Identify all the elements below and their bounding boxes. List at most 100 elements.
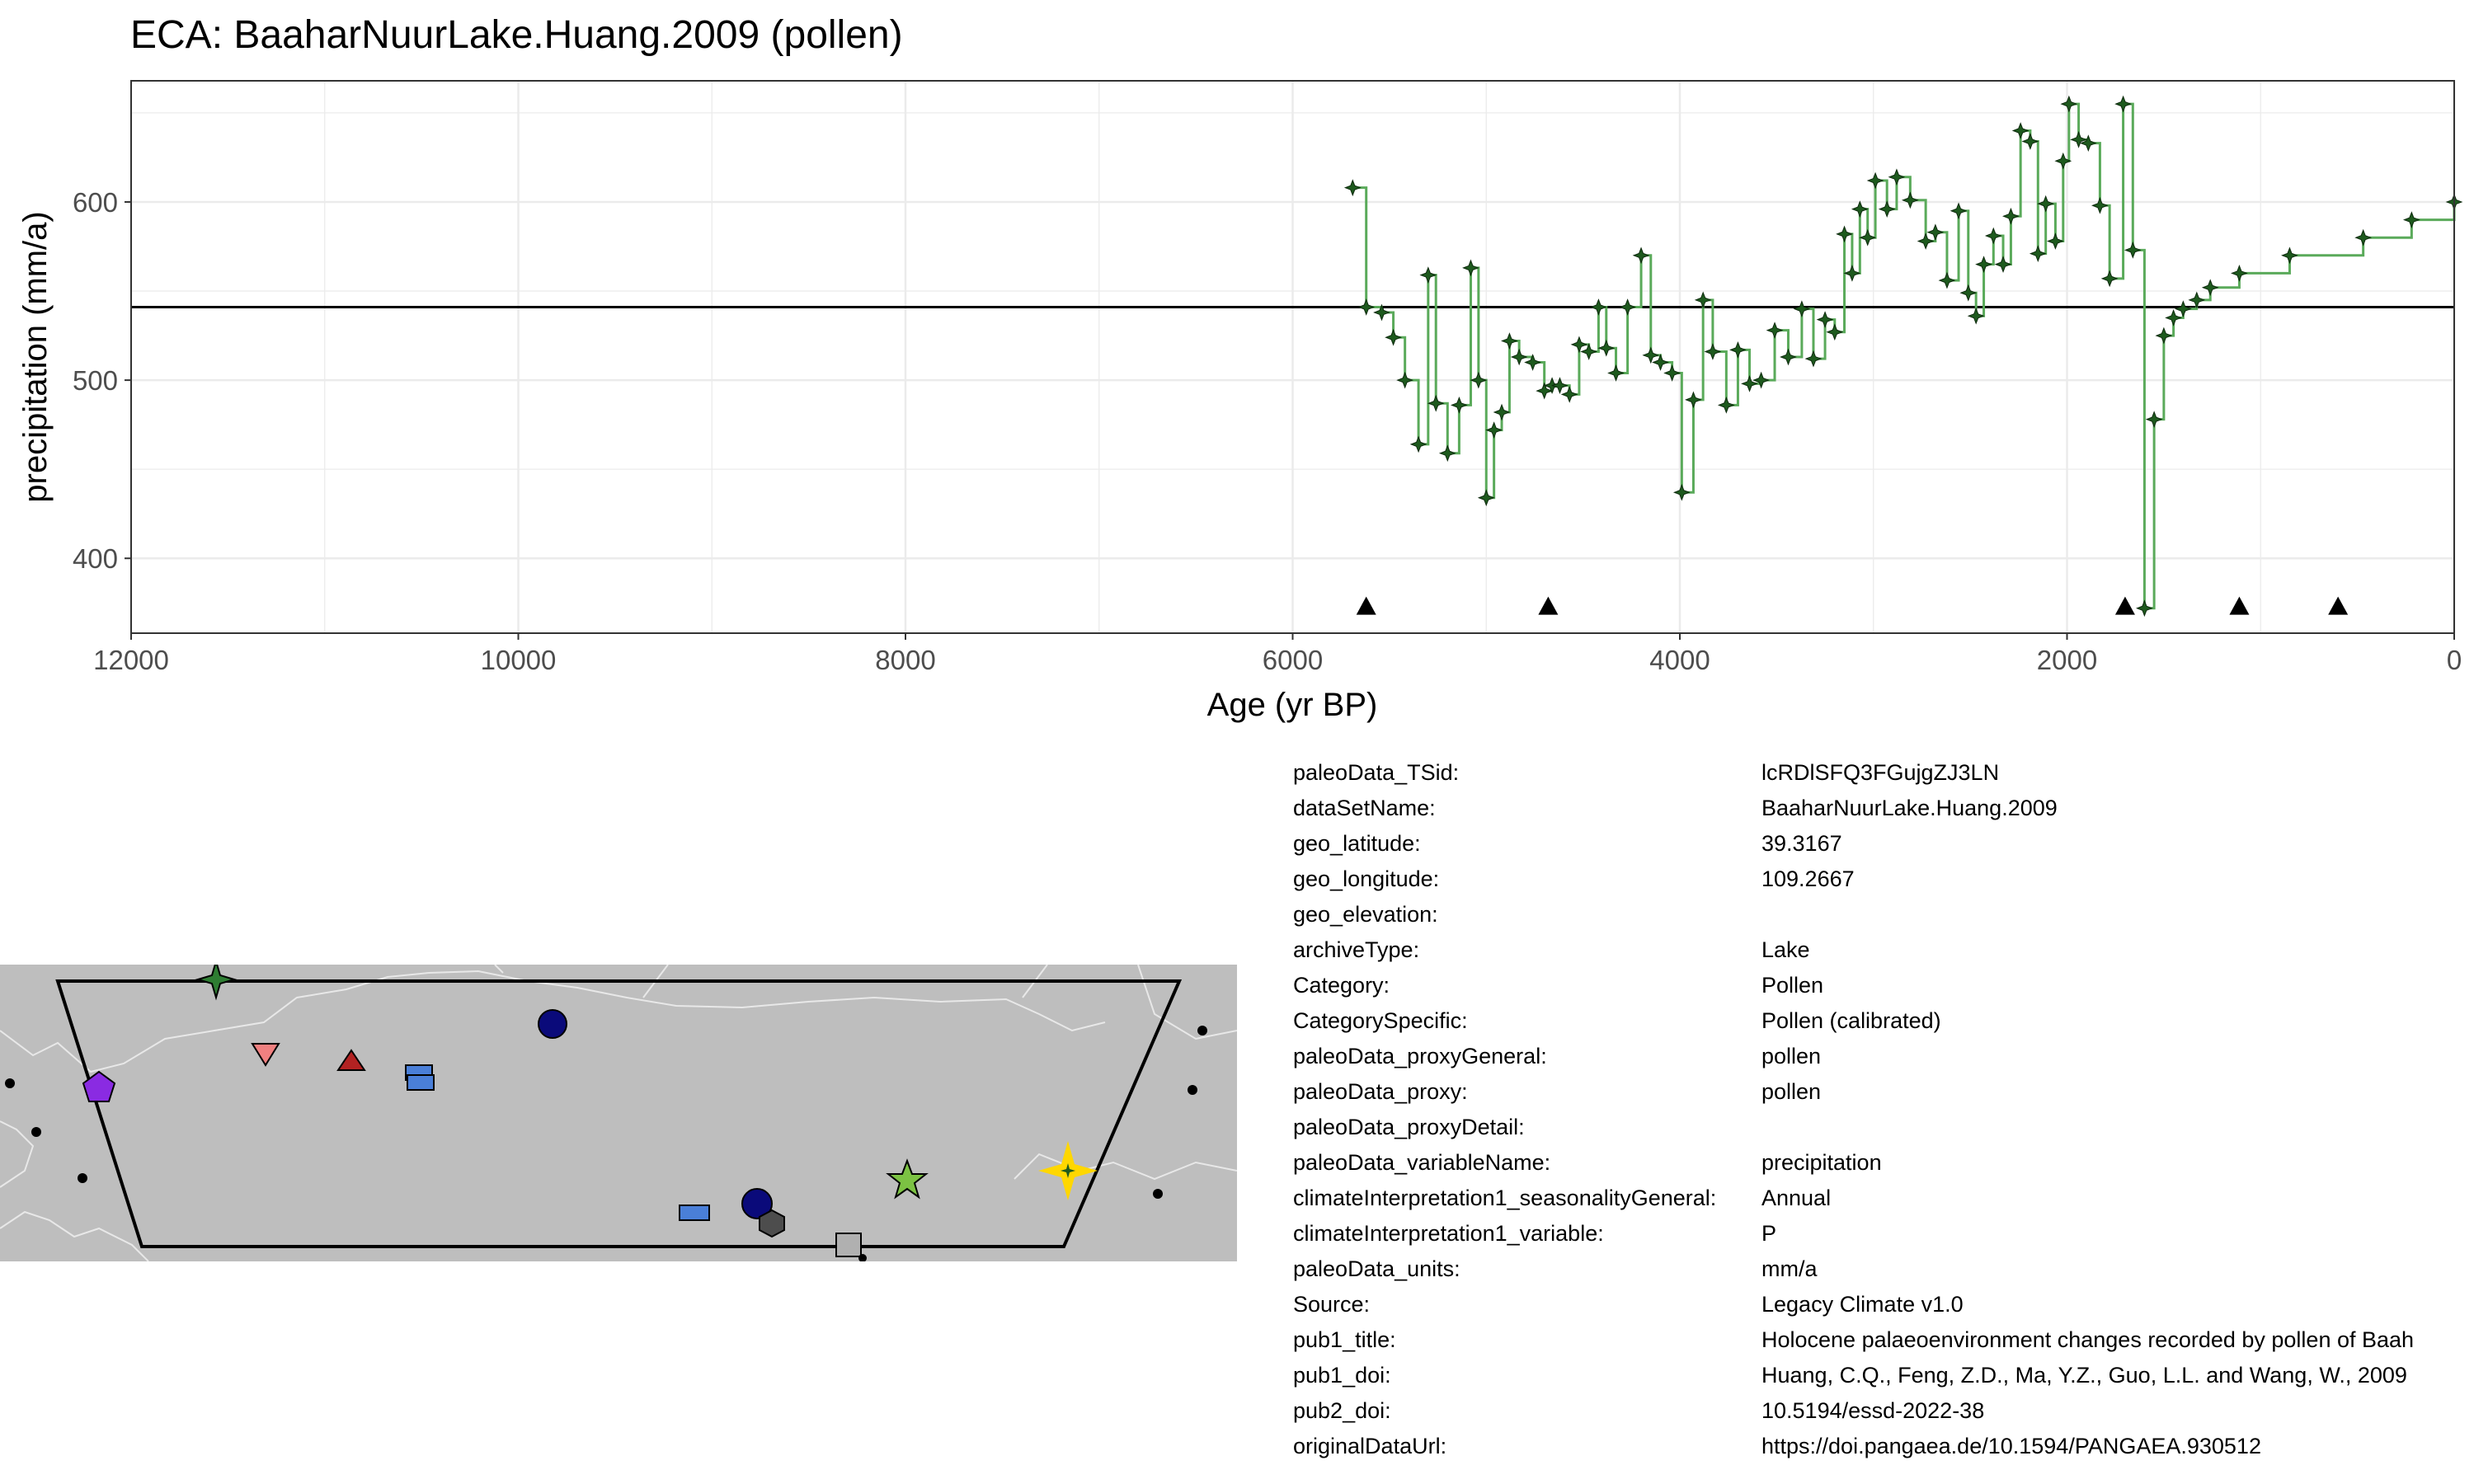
data-point <box>1343 179 1362 197</box>
x-axis-ticks: 12000 10000 8000 6000 4000 2000 0 <box>93 633 2462 675</box>
navy-circle-icon <box>538 1009 567 1039</box>
data-point <box>1994 256 2012 274</box>
data-point <box>1766 322 1784 339</box>
data-point <box>2011 122 2030 139</box>
gray-square-icon <box>835 1233 862 1257</box>
metadata-key: paleoData_proxyGeneral: <box>1293 1044 1547 1068</box>
data-point <box>2037 195 2055 213</box>
data-point <box>1642 346 1660 364</box>
metadata-value: lcRDlSFQ3FGujgZJ3LN <box>1761 760 2000 785</box>
y-tick-label: 400 <box>73 543 118 574</box>
x-tick-label: 10000 <box>481 645 557 675</box>
data-point <box>1501 332 1518 350</box>
data-point <box>1878 200 1896 218</box>
metadata-key: geo_latitude: <box>1293 831 1421 856</box>
metadata-value: 10.5194/essd-2022-38 <box>1761 1398 1985 1423</box>
data-point <box>1385 328 1402 346</box>
black-dots <box>5 1026 1207 1261</box>
data-point <box>1607 364 1625 382</box>
chart-title: ECA: BaaharNuurLake.Huang.2009 (pollen) <box>130 13 903 57</box>
blue-rectangle-icon <box>679 1205 710 1221</box>
age-markers <box>1356 596 2349 615</box>
age-marker <box>2229 596 2250 615</box>
metadata-key: climateInterpretation1_seasonalityGenera… <box>1293 1186 1717 1210</box>
x-tick-label: 4000 <box>1649 645 1710 675</box>
metadata-value: mm/a <box>1761 1256 1818 1281</box>
metadata-value: pollen <box>1761 1079 1822 1104</box>
data-point <box>2402 211 2420 228</box>
data-point <box>1652 354 1669 371</box>
data-point <box>2060 95 2078 113</box>
navy-circle-icon-2 <box>741 1188 773 1219</box>
metadata-key: Category: <box>1293 973 1390 998</box>
map-background <box>0 965 1237 1261</box>
grid-lines <box>129 81 2456 633</box>
data-point <box>1685 391 1702 409</box>
metadata-key: archiveType: <box>1293 937 1420 962</box>
data-point <box>2231 265 2248 282</box>
data-point <box>2124 241 2142 259</box>
data-point <box>1396 371 1414 389</box>
data-point <box>1462 259 1479 277</box>
metadata-value: 109.2667 <box>1761 866 1855 891</box>
metadata-value: Huang, C.Q., Feng, Z.D., Ma, Y.Z., Guo, … <box>1761 1363 2407 1388</box>
data-point <box>1694 291 1712 309</box>
metadata-value: P <box>1761 1221 1777 1246</box>
data-point <box>1470 371 1488 389</box>
data-point <box>1984 227 2002 245</box>
pink-triangle-down-icon <box>251 1043 280 1067</box>
data-point <box>1938 271 1956 289</box>
y-axis-title: precipitation (mm/a) <box>17 211 54 502</box>
red-triangle-up-icon <box>336 1049 366 1071</box>
blue-rectangles-icon <box>405 1064 435 1091</box>
data-point <box>2114 95 2132 113</box>
y-tick-label: 500 <box>73 365 118 396</box>
data-point <box>1373 303 1390 322</box>
data-point <box>1917 232 1935 250</box>
data-point <box>2029 245 2047 263</box>
data-point <box>2165 309 2183 326</box>
green-cross-star-icon <box>195 965 238 1001</box>
data-point <box>1560 385 1578 403</box>
x-tick-label: 2000 <box>2037 645 2097 675</box>
x-tick-label: 6000 <box>1263 645 1323 675</box>
x-tick-label: 12000 <box>93 645 169 675</box>
data-point <box>1438 444 1456 463</box>
metadata-value: Legacy Climate v1.0 <box>1761 1292 1964 1317</box>
data-point <box>1959 284 1978 302</box>
data-point <box>1729 340 1747 359</box>
data-point <box>2281 247 2298 265</box>
data-point <box>1597 339 1616 357</box>
data-point <box>1950 202 1968 220</box>
data-point <box>2091 196 2109 214</box>
x-tick-label: 0 <box>2447 645 2462 675</box>
metadata-key: paleoData_proxyDetail: <box>1293 1115 1525 1139</box>
data-point <box>2174 300 2192 318</box>
metadata-key: originalDataUrl: <box>1293 1434 1447 1458</box>
metadata-key: pub2_doi: <box>1293 1398 1391 1423</box>
data-point <box>1752 371 1770 389</box>
data-point <box>1477 489 1495 507</box>
data-point <box>1793 300 1811 318</box>
data-point <box>2100 270 2119 288</box>
data-point <box>1851 200 1869 218</box>
metadata-key: paleoData_proxy: <box>1293 1079 1468 1104</box>
lime-star-icon <box>886 1158 929 1200</box>
age-marker <box>1538 596 1559 615</box>
metadata-value: Holocene palaeoenvironment changes recor… <box>1761 1327 2415 1352</box>
data-point <box>1843 265 1861 282</box>
data-point <box>2079 134 2097 153</box>
precipitation-chart: ECA: BaaharNuurLake.Huang.2009 (pollen) … <box>17 13 2463 723</box>
data-point <box>1409 435 1427 453</box>
data-point <box>2002 207 2020 225</box>
yellow-star-site-icon <box>1038 1141 1098 1200</box>
metadata-value: 39.3167 <box>1761 831 1842 856</box>
data-points <box>1343 95 2463 618</box>
data-point <box>1888 168 1906 186</box>
data-point <box>2188 291 2206 309</box>
age-marker <box>2328 596 2349 615</box>
data-point <box>2136 599 2153 618</box>
y-axis-ticks: 400 500 600 <box>73 187 131 574</box>
data-point <box>1493 403 1511 421</box>
y-tick-label: 600 <box>73 187 118 218</box>
